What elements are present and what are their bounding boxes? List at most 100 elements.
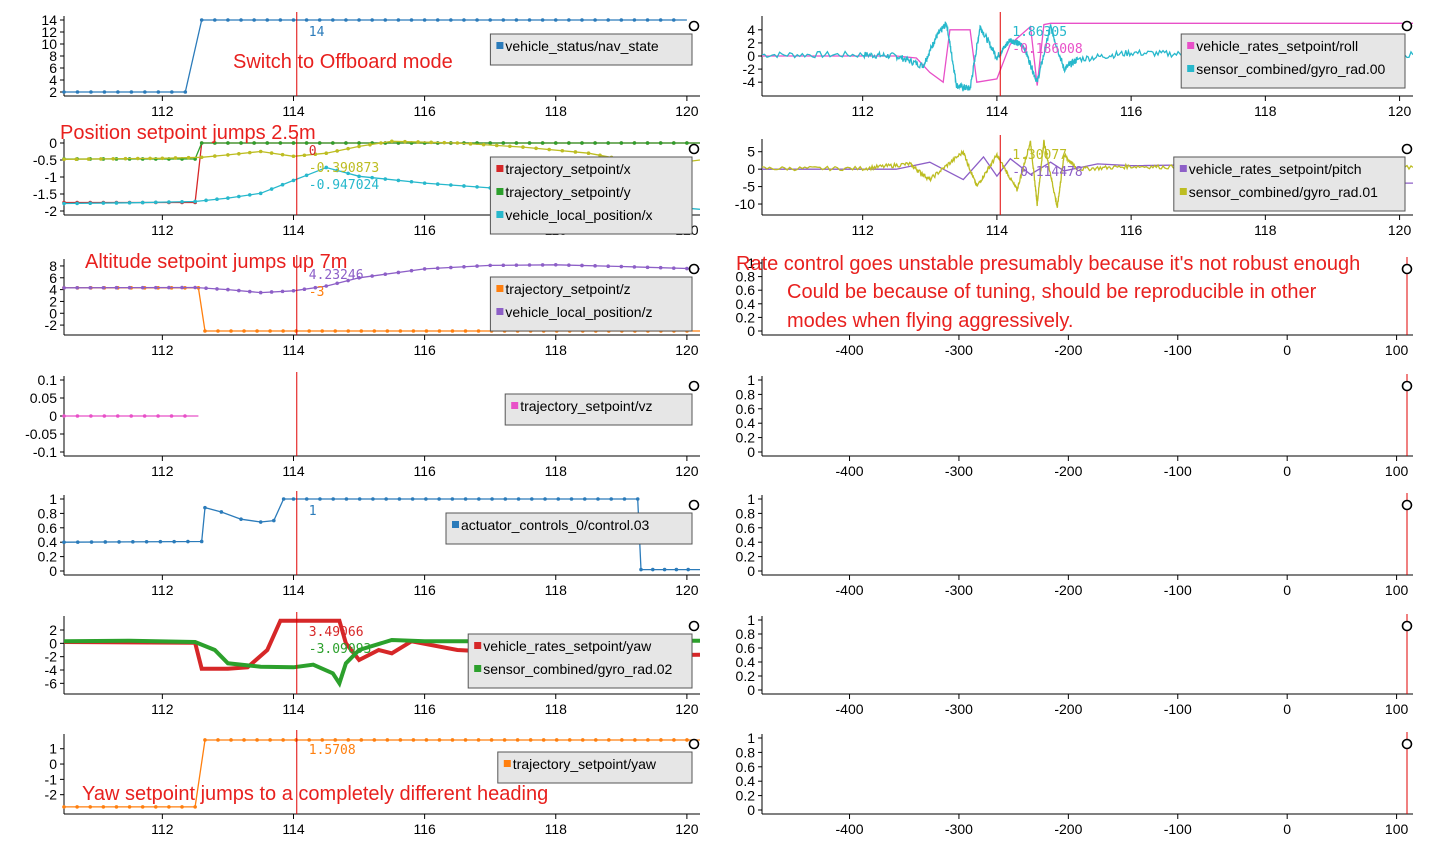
- legend-swatch: [496, 308, 504, 315]
- legend-box: [504, 393, 693, 426]
- cursor-value-label: -0.186008: [1012, 42, 1082, 57]
- data-point: [357, 18, 361, 22]
- data-point: [281, 497, 286, 501]
- x-tick-label: -300: [945, 701, 973, 717]
- legend-swatch: [452, 521, 459, 528]
- data-point: [62, 286, 66, 290]
- data-point: [639, 567, 643, 572]
- data-point: [103, 540, 108, 544]
- y-tick-label: 1: [49, 491, 57, 507]
- data-point: [553, 262, 558, 267]
- data-point: [158, 539, 163, 544]
- data-point: [598, 153, 602, 158]
- legend-label: vehicle_rates_setpoint/yaw: [483, 638, 652, 654]
- y-tick-label: -1.5: [33, 186, 57, 202]
- y-tick-label: -2: [45, 787, 58, 803]
- data-point: [237, 194, 241, 199]
- data-point: [280, 182, 285, 187]
- data-point: [435, 182, 440, 186]
- data-point: [593, 141, 597, 145]
- x-tick-label: -200: [1054, 701, 1082, 717]
- data-point: [199, 18, 204, 22]
- plot-r7: 10.80.60.40.20-400 -300 -200 -100 0 100: [736, 730, 1413, 837]
- x-tick-label: 116: [413, 463, 436, 479]
- data-point: [435, 18, 440, 22]
- data-point: [346, 146, 350, 151]
- y-tick-label: -0.5: [33, 152, 57, 168]
- data-point: [527, 141, 532, 145]
- data-point: [685, 141, 689, 145]
- data-point: [490, 497, 494, 501]
- data-point: [291, 497, 296, 501]
- data-point: [89, 540, 94, 544]
- cursor-value-label: 1: [309, 504, 317, 519]
- y-tick-label: 1: [747, 612, 755, 628]
- legend-label: vehicle_rates_setpoint/pitch: [1189, 161, 1362, 177]
- data-point: [645, 265, 650, 270]
- data-point: [294, 329, 298, 333]
- legend-swatch: [496, 188, 504, 195]
- data-point: [114, 285, 119, 290]
- data-point: [580, 263, 584, 268]
- data-point: [658, 18, 663, 22]
- y-tick-label: 8: [49, 258, 57, 274]
- x-tick-label: 114: [986, 103, 1009, 119]
- data-point: [62, 414, 66, 418]
- x-tick-label: 112: [151, 582, 174, 598]
- data-point: [252, 141, 256, 145]
- data-point: [265, 141, 270, 145]
- data-point: [357, 141, 361, 145]
- data-point: [247, 289, 252, 294]
- data-point: [580, 738, 585, 742]
- data-point: [140, 285, 145, 290]
- x-tick-label: 114: [282, 701, 305, 717]
- data-point: [304, 173, 309, 178]
- data-point: [160, 156, 165, 161]
- data-point: [335, 168, 339, 173]
- data-point: [255, 329, 259, 333]
- data-point: [645, 18, 650, 22]
- cursor-value-label: 0: [309, 144, 317, 159]
- data-point: [514, 263, 519, 267]
- data-point: [606, 18, 611, 22]
- data-point: [291, 154, 296, 159]
- data-point: [540, 18, 545, 22]
- legend-label: vehicle_local_position/x: [505, 207, 652, 223]
- cursor-value-label: 1.86305: [1012, 25, 1067, 40]
- x-tick-label: 100: [1385, 463, 1409, 479]
- data-point: [476, 329, 481, 333]
- data-point: [516, 497, 521, 501]
- data-point: [226, 196, 230, 200]
- x-tick-label: 118: [1254, 103, 1277, 119]
- data-point: [229, 329, 233, 333]
- data-point: [156, 90, 161, 94]
- data-point: [553, 141, 558, 145]
- y-tick-label: 0.05: [30, 390, 57, 406]
- legend-label: trajectory_setpoint/y: [505, 184, 630, 200]
- data-point: [424, 329, 429, 333]
- data-point: [135, 156, 140, 161]
- x-tick-label: 100: [1385, 701, 1409, 717]
- data-point: [199, 155, 204, 160]
- data-point: [219, 510, 224, 514]
- annotation-layer: Switch to Offboard mode Position setpoin…: [60, 51, 1360, 805]
- data-point: [528, 738, 533, 742]
- data-point: [268, 329, 272, 333]
- data-point: [580, 18, 584, 22]
- data-point: [397, 497, 402, 501]
- data-point: [686, 567, 690, 572]
- data-point: [226, 287, 230, 292]
- x-tick-label: 100: [1385, 821, 1409, 837]
- plot-l7: 10-1-2 112 114 116 118 120 1.5708 trajectory_se…: [45, 730, 700, 837]
- data-point: [554, 738, 559, 742]
- data-point: [567, 141, 571, 145]
- data-point: [383, 177, 388, 181]
- y-tick-label: 1: [747, 491, 755, 507]
- plot-r4: 10.80.60.40.20-400 -300 -200 -100 0 100: [736, 372, 1413, 479]
- x-tick-label: -200: [1054, 463, 1082, 479]
- plot-handle-icon: [688, 620, 700, 632]
- y-tick-label: 0.8: [38, 505, 58, 521]
- x-tick-label: -100: [1164, 821, 1192, 837]
- y-tick-label: 6: [49, 270, 57, 286]
